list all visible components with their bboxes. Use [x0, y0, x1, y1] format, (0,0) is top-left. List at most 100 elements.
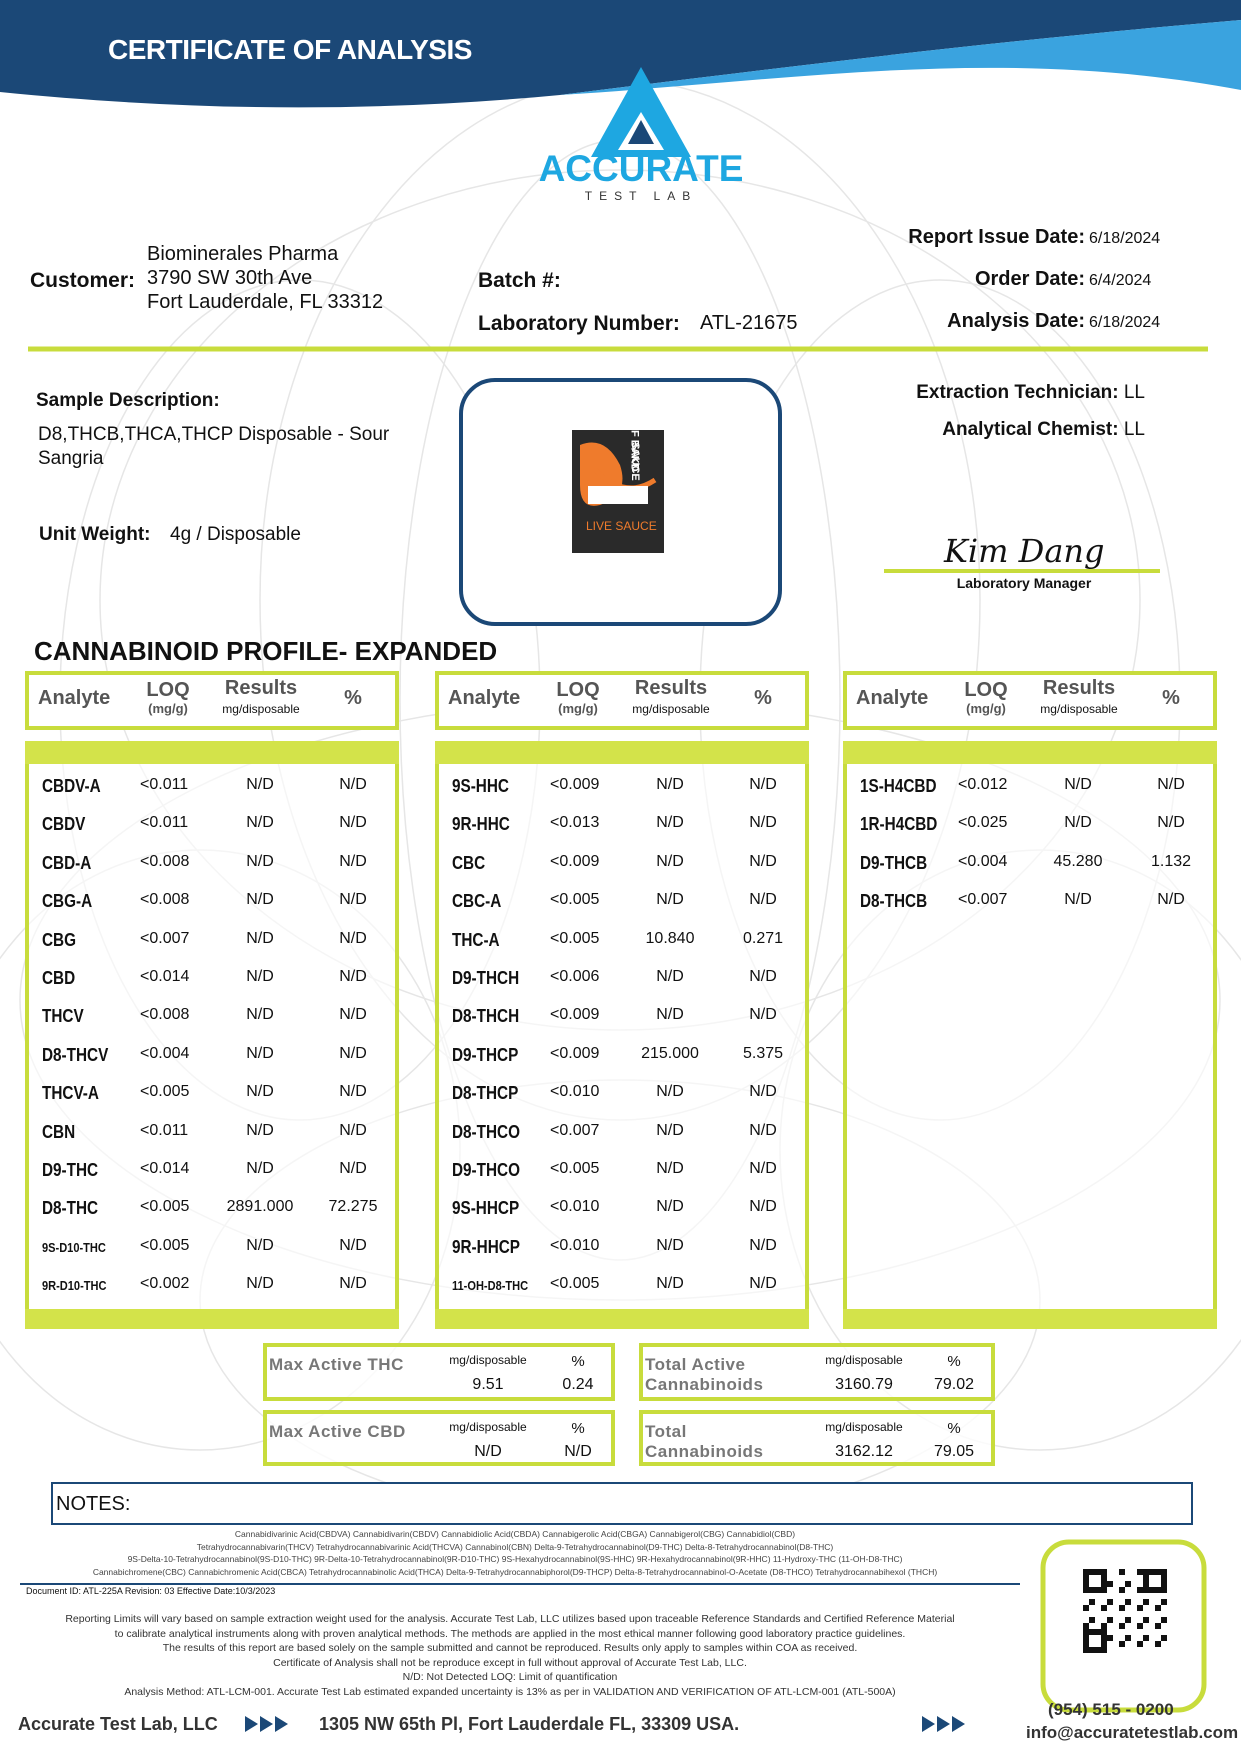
qr-cell	[1143, 1635, 1149, 1641]
qr-cell	[1083, 1641, 1089, 1647]
col-pct: %	[1162, 687, 1180, 709]
qr-cell	[1119, 1587, 1125, 1593]
col-loq-unit: (mg/g)	[558, 701, 598, 716]
qr-cell	[1083, 1575, 1089, 1581]
summary-box	[639, 1410, 995, 1466]
pct-value: N/D	[749, 1006, 777, 1024]
result-value: N/D	[656, 891, 684, 909]
batch-label: Batch #:	[478, 269, 561, 292]
sample-description: D8,THCB,THCA,THCP Disposable - Sour Sang…	[38, 424, 390, 469]
summary-mg: N/D	[474, 1443, 502, 1460]
qr-cell	[1143, 1617, 1149, 1623]
pct-value: N/D	[749, 1198, 777, 1216]
loq-value: <0.010	[550, 1198, 600, 1216]
col-loq-unit: (mg/g)	[148, 701, 188, 716]
col-analyte: Analyte	[448, 687, 521, 709]
col-results-unit: mg/disposable	[1040, 702, 1118, 716]
summary-box	[263, 1410, 615, 1466]
qr-cell	[1095, 1587, 1101, 1593]
loq-value: <0.005	[140, 1083, 190, 1101]
analyte-name: D9-THC	[42, 1160, 99, 1180]
footer-company: Accurate Test Lab, LLC	[18, 1714, 218, 1734]
qr-cell	[1161, 1581, 1167, 1587]
pct-value: N/D	[749, 1160, 777, 1177]
analyte-name: D8-THCH	[452, 1006, 520, 1027]
qr-cell	[1119, 1623, 1125, 1629]
qr-cell	[1161, 1599, 1167, 1605]
qr-cell	[1155, 1569, 1161, 1575]
result-value: 2891.000	[226, 1198, 294, 1216]
result-value: N/D	[656, 814, 684, 832]
loq-value: <0.008	[140, 891, 190, 909]
loq-value: <0.007	[550, 1121, 600, 1139]
pct-value: 1.132	[1150, 852, 1192, 870]
analyte-name: D9-THCB	[860, 852, 928, 873]
summary-label: Max Active CBD	[269, 1422, 406, 1441]
qr-cell	[1161, 1587, 1167, 1593]
table-band	[435, 741, 809, 764]
loq-value: <0.005	[550, 891, 600, 909]
result-value: N/D	[246, 1121, 274, 1139]
qr-cell	[1119, 1641, 1125, 1647]
pct-value: N/D	[339, 1006, 367, 1024]
result-value: N/D	[246, 1083, 274, 1101]
loq-value: <0.005	[140, 1236, 190, 1254]
qr-cell	[1125, 1599, 1131, 1605]
analyte-name: 9R-D10-THC	[42, 1278, 107, 1294]
loq-value: <0.007	[140, 929, 190, 947]
qr-cell	[1101, 1605, 1107, 1611]
qr-cell	[1083, 1647, 1089, 1653]
qr-cell	[1089, 1647, 1095, 1653]
col-pct: %	[754, 687, 772, 709]
logo-mark	[591, 67, 691, 157]
analyte-name: D8-THCB	[860, 891, 928, 912]
summary-pct-label: %	[947, 1420, 961, 1437]
date-value: 6/18/2024	[1089, 314, 1161, 331]
abbreviation-line: Tetrahydrocannabivarin(THCV) Tetrahydroc…	[196, 1541, 834, 1552]
qr-cell	[1107, 1617, 1113, 1623]
pct-value: 0.271	[742, 929, 784, 947]
summary-mg: 9.51	[472, 1376, 504, 1393]
loq-value: <0.007	[958, 891, 1008, 909]
analyte-name: D9-THCP	[452, 1044, 519, 1065]
loq-value: <0.009	[550, 852, 600, 870]
result-value: N/D	[246, 1044, 274, 1062]
result-value: N/D	[1064, 814, 1092, 832]
pct-value: N/D	[1157, 776, 1185, 793]
pct-value: N/D	[749, 1121, 777, 1139]
analyte-name: THCV	[42, 1006, 84, 1027]
result-value: N/D	[656, 1006, 684, 1024]
table-header	[435, 671, 809, 730]
qr-cell	[1161, 1617, 1167, 1623]
doc-title: CERTIFICATE OF ANALYSIS	[108, 34, 472, 65]
analyte-name: 9S-D10-THC	[42, 1239, 106, 1255]
analyte-name: THC-A	[452, 929, 500, 950]
qr-cell	[1143, 1575, 1149, 1581]
disclaimer-line: N/D: Not Detected LOQ: Limit of quantifi…	[402, 1671, 618, 1684]
table-foot	[843, 1309, 1217, 1329]
pct-value: N/D	[339, 1044, 367, 1062]
col-results: Results	[1042, 677, 1116, 699]
col-pct: %	[344, 687, 362, 709]
pct-value: N/D	[339, 1275, 367, 1293]
analytical-chemist-label: Analytical Chemist:	[942, 419, 1119, 440]
analyte-name: 9R-HHC	[452, 814, 510, 835]
result-value: N/D	[656, 1121, 684, 1139]
pct-value: N/D	[749, 1236, 777, 1254]
result-value: N/D	[246, 1236, 274, 1254]
unit-weight: 4g / Disposable	[170, 524, 301, 545]
summary-mg: 3160.79	[835, 1376, 893, 1393]
analyte-name: CBC-A	[452, 891, 502, 912]
qr-cell	[1101, 1581, 1107, 1587]
result-value: N/D	[656, 968, 684, 985]
result-value: N/D	[246, 1006, 274, 1024]
pct-value: N/D	[339, 1121, 367, 1139]
customer-line: 3790 SW 30th Ave	[147, 267, 313, 289]
loq-value: <0.005	[550, 1275, 600, 1293]
loq-value: <0.014	[140, 968, 190, 985]
table-header	[843, 671, 1217, 730]
sample-description-label: Sample Description:	[36, 390, 220, 411]
pct-value: N/D	[749, 1275, 777, 1293]
analyte-name: CBG	[42, 929, 76, 950]
